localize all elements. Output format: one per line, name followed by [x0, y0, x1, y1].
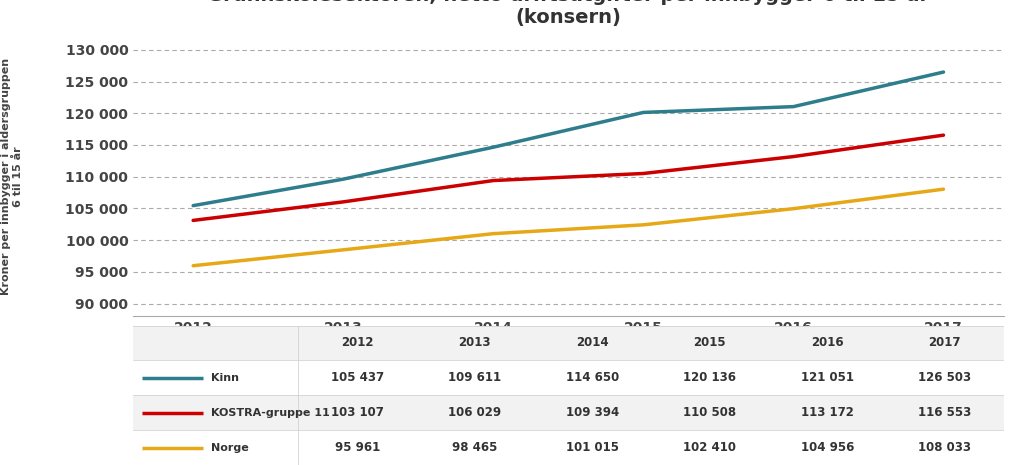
Text: 110 508: 110 508 [683, 406, 736, 419]
Text: 126 503: 126 503 [919, 372, 972, 384]
Text: 105 437: 105 437 [331, 372, 384, 384]
Text: 113 172: 113 172 [801, 406, 854, 419]
Text: 114 650: 114 650 [565, 372, 618, 384]
Bar [133, 326, 1004, 360]
Text: 120 136: 120 136 [683, 372, 736, 384]
Text: 108 033: 108 033 [919, 441, 972, 454]
Text: 2014: 2014 [575, 337, 608, 349]
Text: 2015: 2015 [693, 337, 726, 349]
Text: 101 015: 101 015 [565, 441, 618, 454]
Title: Grunnskolesektoren, netto driftsutgifter per innbygger 6 til 15 år
(konsern): Grunnskolesektoren, netto driftsutgifter… [207, 0, 930, 27]
Text: 2016: 2016 [811, 337, 844, 349]
Bar [133, 395, 1004, 430]
Text: 2013: 2013 [459, 337, 490, 349]
Text: 2012: 2012 [341, 337, 374, 349]
Text: 98 465: 98 465 [452, 441, 498, 454]
Text: 104 956: 104 956 [801, 441, 854, 454]
Text: 2017: 2017 [929, 337, 961, 349]
Text: Norge: Norge [212, 443, 249, 452]
Text: 95 961: 95 961 [335, 441, 380, 454]
Text: 106 029: 106 029 [449, 406, 502, 419]
Text: 109 394: 109 394 [565, 406, 618, 419]
Text: 109 611: 109 611 [449, 372, 502, 384]
Bar [133, 360, 1004, 395]
Text: 103 107: 103 107 [331, 406, 384, 419]
Text: 116 553: 116 553 [919, 406, 972, 419]
Text: Kinn: Kinn [212, 373, 240, 383]
Bar [133, 430, 1004, 465]
Text: Kroner per innbygger i aldersgruppen
6 til 15 år: Kroner per innbygger i aldersgruppen 6 t… [1, 58, 24, 295]
Text: 102 410: 102 410 [683, 441, 736, 454]
Text: KOSTRA-gruppe 11: KOSTRA-gruppe 11 [212, 408, 330, 418]
Text: 121 051: 121 051 [801, 372, 854, 384]
